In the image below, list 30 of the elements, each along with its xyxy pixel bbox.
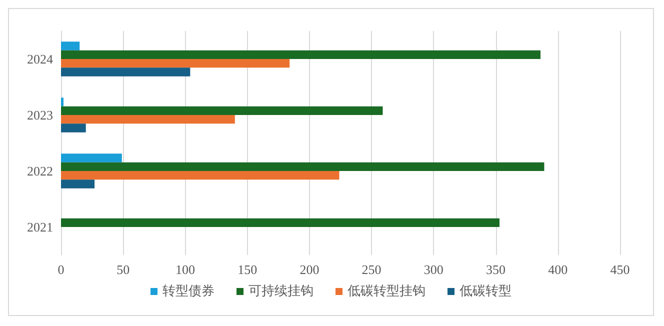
bar	[61, 115, 235, 124]
bar	[61, 106, 383, 115]
bar	[61, 124, 86, 132]
y-tick-label: 2022	[27, 164, 53, 178]
x-tick-label: 400	[548, 262, 568, 277]
bar	[61, 218, 500, 227]
x-tick-label: 200	[300, 262, 320, 277]
y-tick-label: 2023	[27, 108, 53, 122]
bar	[61, 171, 340, 180]
legend-label: 低碳转型挂钩	[348, 284, 426, 299]
bar	[61, 154, 122, 162]
x-tick-label: 350	[486, 262, 506, 277]
legend-label: 转型债券	[162, 284, 214, 299]
x-tick-label: 250	[362, 262, 382, 277]
bar	[61, 68, 190, 76]
y-tick-label: 2021	[27, 220, 53, 234]
x-tick-label: 450	[610, 262, 630, 277]
bar	[61, 42, 80, 50]
y-tick-label: 2024	[27, 52, 54, 66]
legend-label: 低碳转型	[460, 284, 512, 299]
legend-label: 可持续挂钩	[248, 284, 314, 299]
bar	[61, 162, 544, 171]
bar	[61, 59, 290, 68]
bar	[61, 50, 540, 59]
x-tick-label: 100	[175, 262, 195, 277]
x-tick-label: 300	[424, 262, 444, 277]
x-tick-label: 150	[238, 262, 258, 277]
x-tick-label: 0	[58, 262, 64, 277]
bar	[61, 180, 95, 188]
x-tick-label: 50	[116, 262, 130, 277]
